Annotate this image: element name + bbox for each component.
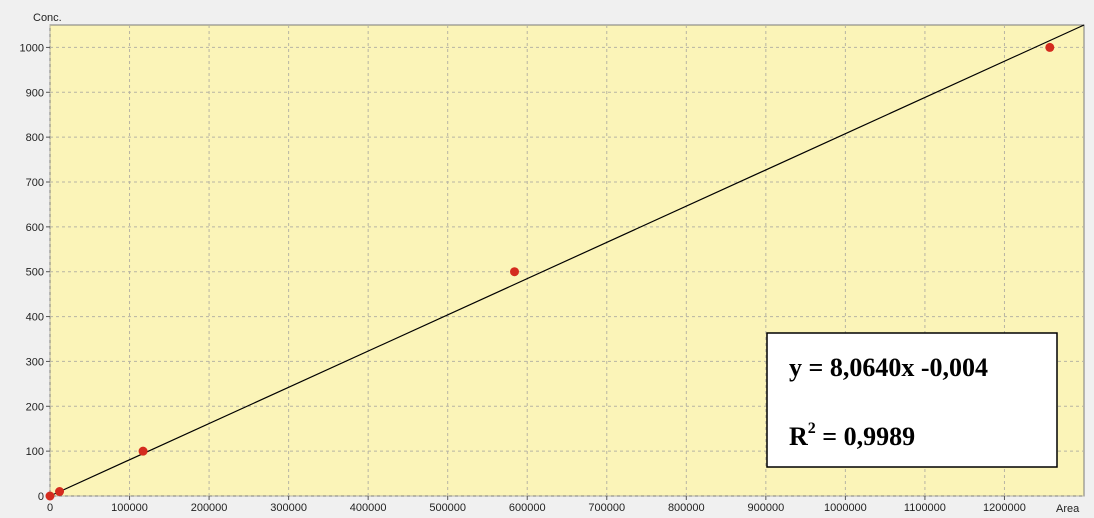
x-tick-label: 300000 xyxy=(270,502,307,514)
y-tick-label: 0 xyxy=(38,491,44,503)
x-tick-label: 200000 xyxy=(191,502,228,514)
r-squared-value: = 0,9989 xyxy=(816,422,915,451)
x-tick-label: 1000000 xyxy=(824,502,867,514)
grid xyxy=(49,25,1084,497)
data-point xyxy=(45,491,55,501)
regression-equation: y = 8,0640x -0,004 xyxy=(789,353,988,382)
y-tick-label: 900 xyxy=(26,87,44,99)
data-points xyxy=(45,42,1055,501)
data-point xyxy=(510,267,520,277)
x-tick-label: 600000 xyxy=(509,502,546,514)
equation-box: y = 8,0640x -0,004 R2 = 0,9989 xyxy=(766,332,1058,468)
y-tick-label: 400 xyxy=(26,312,44,324)
x-axis-label: Area xyxy=(1056,503,1080,515)
y-tick-label: 300 xyxy=(26,356,44,368)
x-tick-label: 800000 xyxy=(668,502,705,514)
y-tick-label: 1000 xyxy=(20,42,44,54)
x-tick-label: 0 xyxy=(47,502,53,514)
trendline xyxy=(49,24,1085,497)
x-tick-label: 100000 xyxy=(111,502,148,514)
y-tick-label: 100 xyxy=(26,446,44,458)
x-tick-label: 1200000 xyxy=(983,502,1026,514)
data-point xyxy=(138,446,148,456)
r-squared: R2 = 0,9989 xyxy=(789,420,915,451)
y-tick-label: 600 xyxy=(26,222,44,234)
y-tick-label: 200 xyxy=(26,401,44,413)
y-tick-label: 700 xyxy=(26,177,44,189)
x-tick-label: 900000 xyxy=(747,502,784,514)
x-tick-label: 700000 xyxy=(588,502,625,514)
x-tick-label: 400000 xyxy=(350,502,387,514)
y-tick-label: 800 xyxy=(26,132,44,144)
x-tick-label: 500000 xyxy=(429,502,466,514)
tick-labels: 0 100000 200000 300000 400000 500000 600000 700… xyxy=(20,42,1026,514)
y-axis-label: Conc. xyxy=(33,12,62,24)
data-point xyxy=(55,487,65,497)
x-tick-label: 1100000 xyxy=(904,502,946,514)
r-squared-symbol: R xyxy=(789,422,808,451)
r-squared-exponent: 2 xyxy=(808,420,816,437)
data-point xyxy=(1045,42,1055,52)
y-tick-label: 500 xyxy=(26,267,44,279)
